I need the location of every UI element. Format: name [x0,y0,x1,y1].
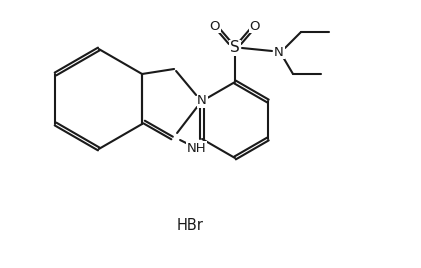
Text: N: N [274,46,284,58]
Text: O: O [250,20,260,32]
Text: O: O [210,20,220,32]
Text: HBr: HBr [176,218,203,233]
Text: NH: NH [186,142,206,154]
Text: S: S [230,40,240,55]
Text: N: N [197,95,207,107]
